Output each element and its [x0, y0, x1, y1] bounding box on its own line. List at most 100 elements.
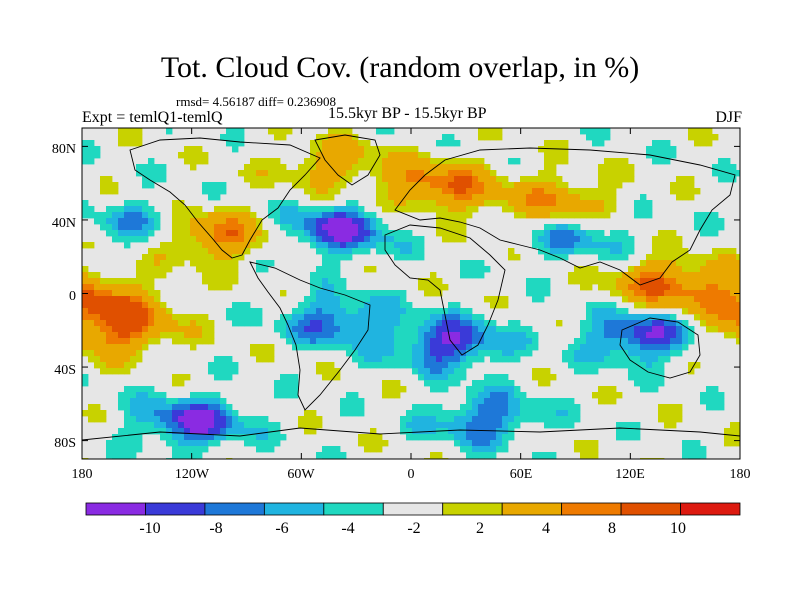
field-cell: [136, 236, 143, 243]
field-cell: [268, 182, 275, 189]
field-cell: [502, 302, 509, 309]
field-cell: [322, 158, 329, 165]
field-cell: [394, 350, 401, 357]
field-cell: [154, 332, 161, 339]
field-cell: [352, 404, 359, 411]
field-cell: [208, 410, 215, 417]
field-cell: [382, 164, 389, 171]
field-cell: [304, 170, 311, 177]
field-cell: [274, 422, 281, 429]
field-cell: [496, 398, 503, 405]
field-cell: [226, 434, 233, 441]
field-cell: [670, 326, 677, 333]
field-cell: [538, 284, 545, 291]
field-cell: [232, 218, 239, 225]
field-cell: [334, 368, 341, 375]
field-cell: [136, 290, 143, 297]
field-cell: [658, 404, 665, 411]
field-cell: [712, 404, 719, 411]
field-cell: [736, 320, 740, 327]
field-cell: [328, 266, 335, 273]
field-cell: [238, 230, 245, 237]
field-cell: [316, 206, 323, 213]
field-cell: [232, 224, 239, 231]
field-cell: [322, 206, 329, 213]
field-cell: [622, 164, 629, 171]
field-cell: [382, 356, 389, 363]
field-cell: [388, 350, 395, 357]
field-cell: [646, 266, 653, 273]
field-cell: [142, 416, 149, 423]
field-cell: [202, 416, 209, 423]
field-cell: [394, 290, 401, 297]
field-cell: [574, 278, 581, 285]
field-cell: [508, 338, 515, 345]
field-cell: [640, 284, 647, 291]
field-cell: [130, 134, 137, 141]
field-cell: [172, 230, 179, 237]
field-cell: [334, 152, 341, 159]
field-cell: [310, 242, 317, 249]
field-cell: [532, 188, 539, 195]
field-cell: [514, 392, 521, 399]
field-cell: [502, 200, 509, 207]
field-cell: [346, 176, 353, 183]
field-cell: [190, 332, 197, 339]
field-cell: [616, 254, 623, 261]
field-cell: [688, 296, 695, 303]
field-cell: [130, 410, 137, 417]
field-cell: [160, 434, 167, 441]
field-cell: [154, 416, 161, 423]
field-cell: [346, 164, 353, 171]
colorbar-label: -6: [275, 520, 289, 537]
field-cell: [736, 440, 740, 447]
field-cell: [352, 242, 359, 249]
field-cell: [202, 392, 209, 399]
field-cell: [196, 206, 203, 213]
field-cell: [190, 434, 197, 441]
field-cell: [316, 452, 323, 459]
field-cell: [466, 422, 473, 429]
field-cell: [154, 404, 161, 411]
field-cell: [352, 344, 359, 351]
field-cell: [100, 416, 107, 423]
field-cell: [436, 158, 443, 165]
field-cell: [700, 218, 707, 225]
field-cell: [550, 200, 557, 207]
field-cell: [400, 194, 407, 201]
field-cell: [484, 350, 491, 357]
field-cell: [364, 158, 371, 165]
field-cell: [412, 176, 419, 183]
field-cell: [112, 356, 119, 363]
field-cell: [190, 314, 197, 321]
field-cell: [280, 320, 287, 327]
field-cell: [502, 296, 509, 303]
field-cell: [460, 266, 467, 273]
field-cell: [280, 206, 287, 213]
field-cell: [610, 206, 617, 213]
field-cell: [658, 344, 665, 351]
field-cell: [604, 128, 611, 135]
field-cell: [700, 320, 707, 327]
field-cell: [556, 410, 563, 417]
field-cell: [346, 398, 353, 405]
field-cell: [256, 428, 263, 435]
field-cell: [220, 212, 227, 219]
field-cell: [124, 362, 131, 369]
field-cell: [526, 338, 533, 345]
field-cell: [682, 188, 689, 195]
field-cell: [322, 302, 329, 309]
field-cell: [340, 344, 347, 351]
field-cell: [664, 422, 671, 429]
field-cell: [622, 338, 629, 345]
field-cell: [484, 386, 491, 393]
field-cell: [130, 428, 137, 435]
field-cell: [118, 338, 125, 345]
field-cell: [376, 308, 383, 315]
contour-field: [82, 128, 740, 459]
field-cell: [334, 446, 341, 453]
field-cell: [652, 290, 659, 297]
field-cell: [94, 410, 101, 417]
field-cell: [310, 206, 317, 213]
field-cell: [154, 260, 161, 267]
